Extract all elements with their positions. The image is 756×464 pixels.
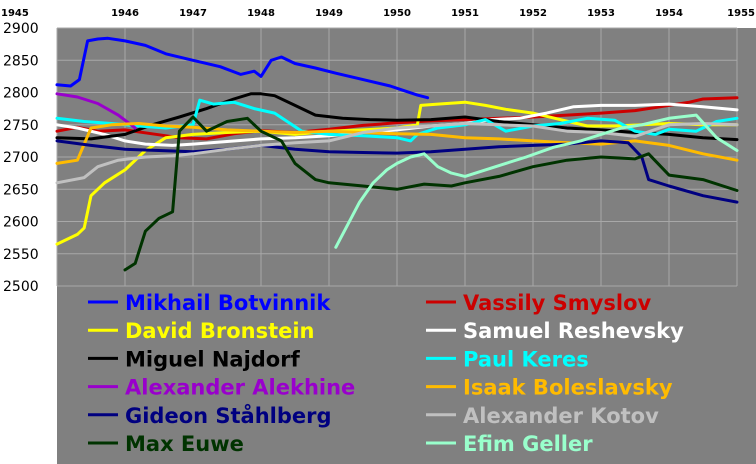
plot-background: [57, 28, 756, 464]
x-tick-label: 1955: [727, 8, 755, 19]
x-tick-label: 1952: [519, 8, 547, 19]
series-line: [55, 92, 739, 142]
y-tick-label: 2500: [3, 279, 39, 295]
legend-label: Mikhail Botvinnik: [125, 291, 331, 315]
series-line: [55, 139, 739, 204]
y-tick-label: 2900: [3, 21, 39, 37]
y-tick-label: 2800: [3, 86, 39, 102]
legend: Mikhail Botvinnik Vassily Smyslov David Br…: [88, 291, 684, 456]
legend-label: Miguel Najdorf: [125, 347, 301, 371]
y-tick-label: 2850: [3, 53, 39, 69]
series-line: [55, 92, 137, 130]
legend-label: David Bronstein: [125, 319, 315, 343]
legend-label: Efim Geller: [463, 432, 593, 456]
series-line: [123, 115, 739, 272]
legend-label: Isaak Boleslavsky: [463, 376, 673, 400]
legend-label: Paul Keres: [463, 347, 589, 371]
x-tick-label: 1945: [1, 8, 29, 19]
series-lines: [55, 36, 739, 272]
x-tick-label: 1948: [247, 8, 275, 19]
series-line: [55, 96, 739, 141]
x-tick-label: 1946: [111, 8, 139, 19]
legend-label: Alexander Kotov: [463, 404, 659, 428]
series-line: [55, 98, 739, 143]
series-line: [55, 122, 739, 185]
x-axis-ticks: 1945 1946 1947 1948 1949 1950 1951 1952 1953 1954…: [1, 8, 755, 19]
y-tick-label: 2600: [3, 215, 39, 231]
series-line: [334, 113, 739, 249]
x-tick-label: 1951: [451, 8, 479, 19]
x-tick-label: 1953: [587, 8, 615, 19]
y-tick-label: 2700: [3, 150, 39, 166]
y-tick-label: 2550: [3, 247, 39, 263]
legend-label: Max Euwe: [125, 432, 244, 456]
legend-label: Alexander Alekhine: [125, 376, 355, 400]
y-axis-ticks: 2500 2550 2600 2650 2700 2750 2800 2850 2900: [3, 21, 39, 295]
x-tick-label: 1947: [179, 8, 207, 19]
legend-label: Gideon Ståhlberg: [125, 403, 332, 428]
series-line: [55, 36, 430, 100]
legend-label: Vassily Smyslov: [463, 291, 651, 315]
legend-label: Samuel Reshevsky: [463, 319, 684, 343]
x-tick-label: 1949: [315, 8, 343, 19]
x-tick-label: 1954: [655, 8, 683, 19]
x-tick-label: 1950: [383, 8, 411, 19]
y-tick-label: 2650: [3, 182, 39, 198]
y-tick-label: 2750: [3, 118, 39, 134]
